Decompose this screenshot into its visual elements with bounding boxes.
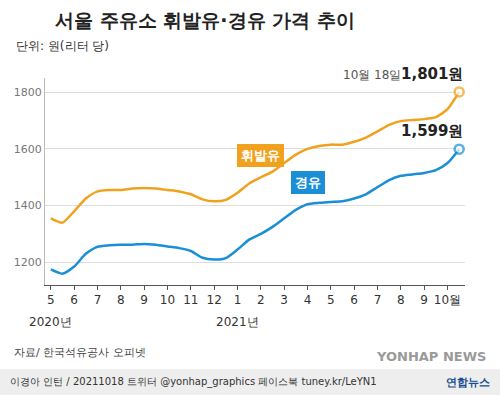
svg-text:8: 8 (397, 293, 405, 307)
svg-text:5: 5 (47, 293, 55, 307)
svg-text:6: 6 (350, 293, 358, 307)
svg-text:8: 8 (117, 293, 125, 307)
svg-text:YONHAP NEWS: YONHAP NEWS (376, 349, 486, 364)
svg-text:이경아 인턴 / 20211018 트위터 @yonhap_: 이경아 인턴 / 20211018 트위터 @yonhap_graphics 페… (10, 376, 377, 388)
svg-text:2: 2 (257, 293, 265, 307)
svg-text:4: 4 (304, 293, 312, 307)
svg-text:5: 5 (327, 293, 335, 307)
svg-text:1400: 1400 (14, 199, 42, 212)
svg-text:2020년: 2020년 (29, 315, 72, 329)
svg-text:10월: 10월 (434, 293, 461, 307)
svg-text:1,599원: 1,599원 (401, 122, 463, 140)
svg-text:3: 3 (280, 293, 288, 307)
svg-text:경유: 경유 (295, 175, 321, 190)
svg-text:9: 9 (420, 293, 428, 307)
svg-text:연합뉴스: 연합뉴스 (446, 376, 490, 389)
svg-text:10월 18일: 10월 18일 (343, 68, 401, 82)
svg-text:6: 6 (70, 293, 78, 307)
svg-text:1800: 1800 (14, 86, 42, 99)
svg-text:1: 1 (234, 293, 242, 307)
svg-text:1,801원: 1,801원 (401, 65, 463, 83)
svg-text:9: 9 (140, 293, 148, 307)
svg-text:자료/ 한국석유공사 오피넷: 자료/ 한국석유공사 오피넷 (14, 346, 146, 359)
svg-text:7: 7 (374, 293, 382, 307)
svg-text:12: 12 (207, 293, 222, 307)
svg-text:2021년: 2021년 (216, 315, 259, 329)
svg-text:1200: 1200 (14, 256, 42, 269)
svg-text:단위: 원(리터 당): 단위: 원(리터 당) (16, 39, 109, 53)
svg-text:11: 11 (183, 293, 198, 307)
svg-text:7: 7 (94, 293, 102, 307)
svg-text:1600: 1600 (14, 143, 42, 156)
svg-text:서울 주유소 휘발유·경유 가격 추이: 서울 주유소 휘발유·경유 가격 추이 (55, 9, 355, 31)
svg-text:휘발유: 휘발유 (241, 148, 280, 163)
svg-text:10: 10 (160, 293, 175, 307)
